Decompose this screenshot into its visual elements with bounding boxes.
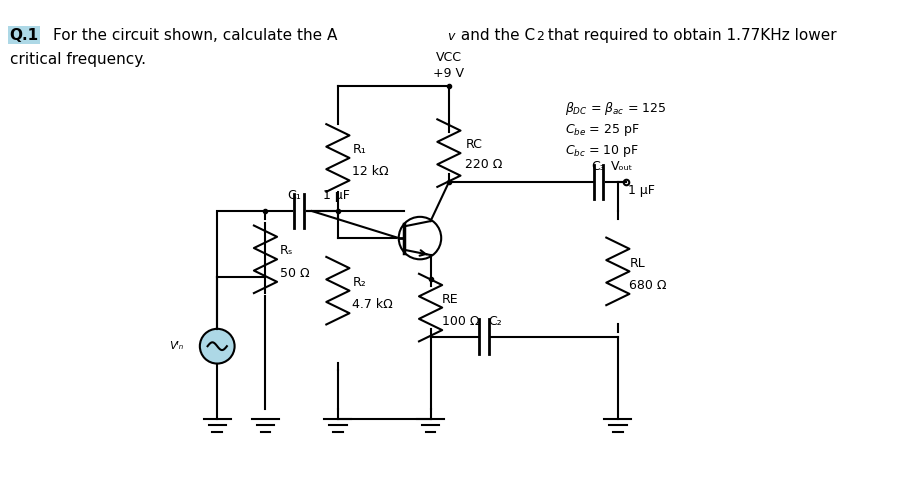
Text: critical frequency.: critical frequency.	[10, 52, 146, 67]
Text: RL: RL	[629, 256, 645, 270]
Text: C₂: C₂	[489, 315, 502, 328]
Text: +9 V: +9 V	[434, 67, 464, 80]
Text: C₁: C₁	[288, 190, 302, 203]
Text: RE: RE	[442, 293, 459, 306]
Text: C₃: C₃	[590, 160, 605, 173]
Text: R₁: R₁	[353, 143, 366, 156]
Text: 220 Ω: 220 Ω	[465, 157, 503, 170]
Text: 1 μF: 1 μF	[627, 184, 654, 197]
Text: 12 kΩ: 12 kΩ	[353, 165, 389, 178]
Text: $\beta_{DC}$ = $\beta_{ac}$ = 125: $\beta_{DC}$ = $\beta_{ac}$ = 125	[565, 100, 666, 117]
Text: 50 Ω: 50 Ω	[280, 267, 310, 280]
Text: RC: RC	[465, 138, 482, 151]
Text: v: v	[447, 30, 454, 43]
Text: Vₒᵤₜ: Vₒᵤₜ	[611, 160, 634, 173]
Text: Vᴵₙ: Vᴵₙ	[169, 341, 184, 351]
Text: 100 Ω: 100 Ω	[442, 315, 480, 328]
Text: 680 Ω: 680 Ω	[629, 279, 667, 292]
Text: Q.1: Q.1	[10, 28, 39, 43]
Circle shape	[200, 329, 235, 363]
Text: 4.7 kΩ: 4.7 kΩ	[353, 298, 393, 311]
Text: $C_{be}$ = 25 pF: $C_{be}$ = 25 pF	[565, 122, 640, 138]
Text: 2: 2	[536, 30, 544, 43]
Text: For the circuit shown, calculate the A: For the circuit shown, calculate the A	[53, 28, 338, 43]
Text: VCC: VCC	[436, 51, 462, 64]
Text: $C_{bc}$ = 10 pF: $C_{bc}$ = 10 pF	[565, 144, 639, 159]
Text: that required to obtain 1.77KHz lower: that required to obtain 1.77KHz lower	[543, 28, 836, 43]
Text: R₂: R₂	[353, 276, 366, 289]
Text: 1 μF: 1 μF	[323, 190, 350, 203]
Text: and the C: and the C	[455, 28, 535, 43]
Text: Rₛ: Rₛ	[280, 244, 293, 257]
